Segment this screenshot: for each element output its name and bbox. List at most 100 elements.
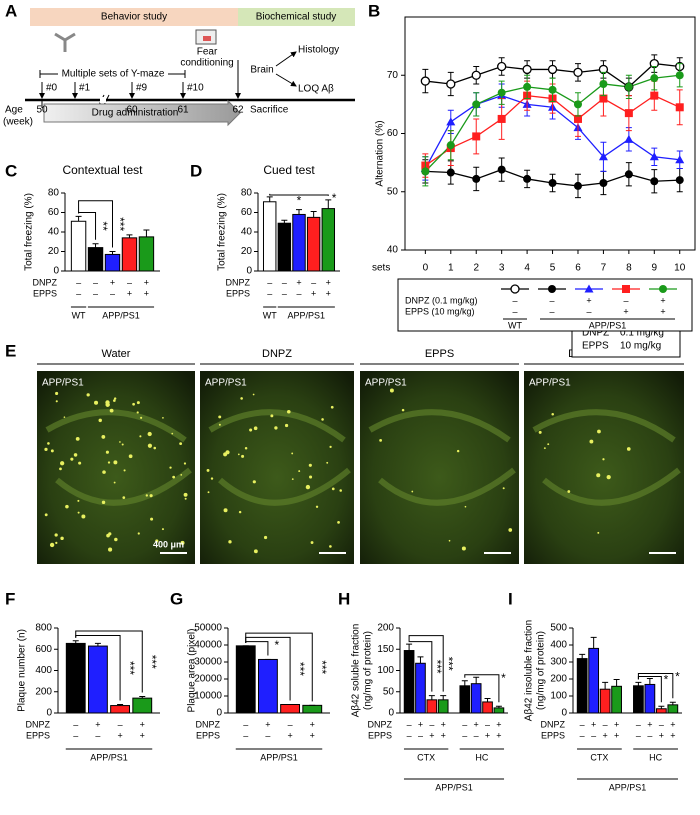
error-bar bbox=[126, 234, 133, 238]
marker bbox=[510, 284, 520, 294]
row-sign: – bbox=[267, 288, 272, 298]
y-tick-label: 0 bbox=[388, 708, 394, 719]
x-axis-label: sets bbox=[372, 263, 390, 274]
marker bbox=[584, 284, 594, 293]
group-label: HC bbox=[475, 752, 488, 762]
panel-label: I bbox=[508, 589, 513, 608]
plaque-dot bbox=[270, 414, 274, 418]
plaque-dot bbox=[298, 470, 301, 473]
bar bbox=[302, 704, 323, 714]
plaque-dot bbox=[305, 484, 311, 490]
plaque-dot bbox=[274, 426, 278, 430]
bar bbox=[87, 247, 104, 272]
plaque-dot bbox=[114, 537, 118, 542]
error-bar bbox=[117, 704, 124, 706]
plaque-dot bbox=[286, 409, 291, 414]
group-label: WT bbox=[263, 310, 277, 320]
y-tick-label: 30000 bbox=[194, 657, 222, 668]
plaque-dot bbox=[291, 478, 294, 481]
y-tick-label: 50 bbox=[387, 186, 399, 197]
marker bbox=[446, 168, 455, 177]
marker bbox=[446, 79, 456, 89]
row-sign: – bbox=[429, 719, 434, 729]
row-sign: + bbox=[310, 719, 315, 729]
plaque-dot bbox=[149, 494, 153, 498]
plaque-dot bbox=[225, 450, 230, 455]
y-tick-label: 300 bbox=[550, 657, 567, 668]
plaque-dot bbox=[44, 447, 48, 451]
marker bbox=[649, 152, 659, 161]
plaque-dot bbox=[147, 431, 152, 437]
plaque-dot bbox=[502, 487, 505, 490]
plaque-dot bbox=[329, 545, 332, 548]
error-bar bbox=[92, 243, 99, 248]
group-label: APP/PS1 bbox=[589, 320, 627, 330]
row-sign: – bbox=[282, 277, 287, 287]
row-sign: + bbox=[310, 730, 315, 740]
plaque-dot bbox=[330, 405, 334, 409]
significance: * bbox=[664, 673, 669, 687]
error-bar bbox=[484, 698, 491, 702]
plaque-dot bbox=[128, 454, 133, 459]
significance: * bbox=[297, 194, 302, 208]
plaque-dot bbox=[207, 491, 210, 494]
plaque-dot bbox=[136, 411, 139, 414]
y-tick-label: 0 bbox=[53, 266, 59, 277]
bar bbox=[306, 216, 321, 272]
panel-label: B bbox=[368, 1, 380, 20]
group-label: APP/PS1 bbox=[609, 782, 647, 792]
bar bbox=[437, 699, 449, 714]
row-label: DNPZ bbox=[541, 719, 566, 729]
row-sign: + bbox=[441, 719, 446, 729]
output-label: LOQ Aβ bbox=[298, 84, 334, 95]
significance: ** bbox=[96, 221, 110, 231]
plaque-dot bbox=[44, 513, 48, 517]
marker bbox=[599, 179, 608, 188]
chart-title: Contextual test bbox=[62, 163, 143, 177]
row-sign: + bbox=[287, 730, 292, 740]
error-bar bbox=[646, 677, 653, 685]
row-sign: – bbox=[73, 730, 78, 740]
plaque-dot bbox=[180, 540, 185, 545]
bar bbox=[599, 688, 611, 714]
error-bar bbox=[266, 196, 273, 202]
plaque-dot bbox=[113, 399, 116, 402]
plaque-dot bbox=[109, 408, 114, 413]
legend-sign: – bbox=[549, 306, 554, 316]
plaque-dot bbox=[60, 461, 65, 466]
plaque-dot bbox=[329, 445, 332, 448]
plaque-dot bbox=[153, 446, 157, 450]
significance-bracket bbox=[245, 632, 313, 702]
plaque-dot bbox=[606, 475, 611, 480]
y-tick-label: 70 bbox=[387, 70, 399, 81]
y-tick-label: 0 bbox=[246, 266, 252, 277]
bar bbox=[633, 685, 644, 714]
plaque-dot bbox=[597, 429, 601, 434]
plaque-dot bbox=[183, 492, 188, 497]
row-sign: + bbox=[591, 719, 596, 729]
x-tick-label: 5 bbox=[550, 263, 556, 274]
drug-arrow bbox=[43, 99, 241, 127]
bar bbox=[70, 220, 87, 272]
genotype-label: APP/PS1 bbox=[529, 378, 571, 389]
marker bbox=[573, 100, 582, 109]
plaque-dot bbox=[210, 477, 214, 480]
bar bbox=[104, 253, 121, 272]
y-axis-label: Total freezing (%) bbox=[217, 193, 228, 271]
fear-label: conditioning bbox=[180, 58, 233, 69]
row-sign: + bbox=[144, 288, 149, 298]
row-sign: – bbox=[636, 730, 641, 740]
marker bbox=[421, 167, 430, 176]
plaque-dot bbox=[113, 481, 116, 484]
plaque-dot bbox=[105, 450, 109, 454]
legend-sign: – bbox=[586, 306, 591, 316]
row-sign: + bbox=[485, 730, 490, 740]
histology-image bbox=[200, 371, 354, 564]
significance-bracket bbox=[75, 630, 143, 693]
y-tick-label: 100 bbox=[377, 665, 394, 676]
plaque-dot bbox=[81, 514, 86, 519]
plaque-dot bbox=[218, 423, 221, 426]
plaque-dot bbox=[596, 473, 601, 478]
session-label: #1 bbox=[79, 83, 91, 94]
plaque-dot bbox=[326, 461, 329, 464]
